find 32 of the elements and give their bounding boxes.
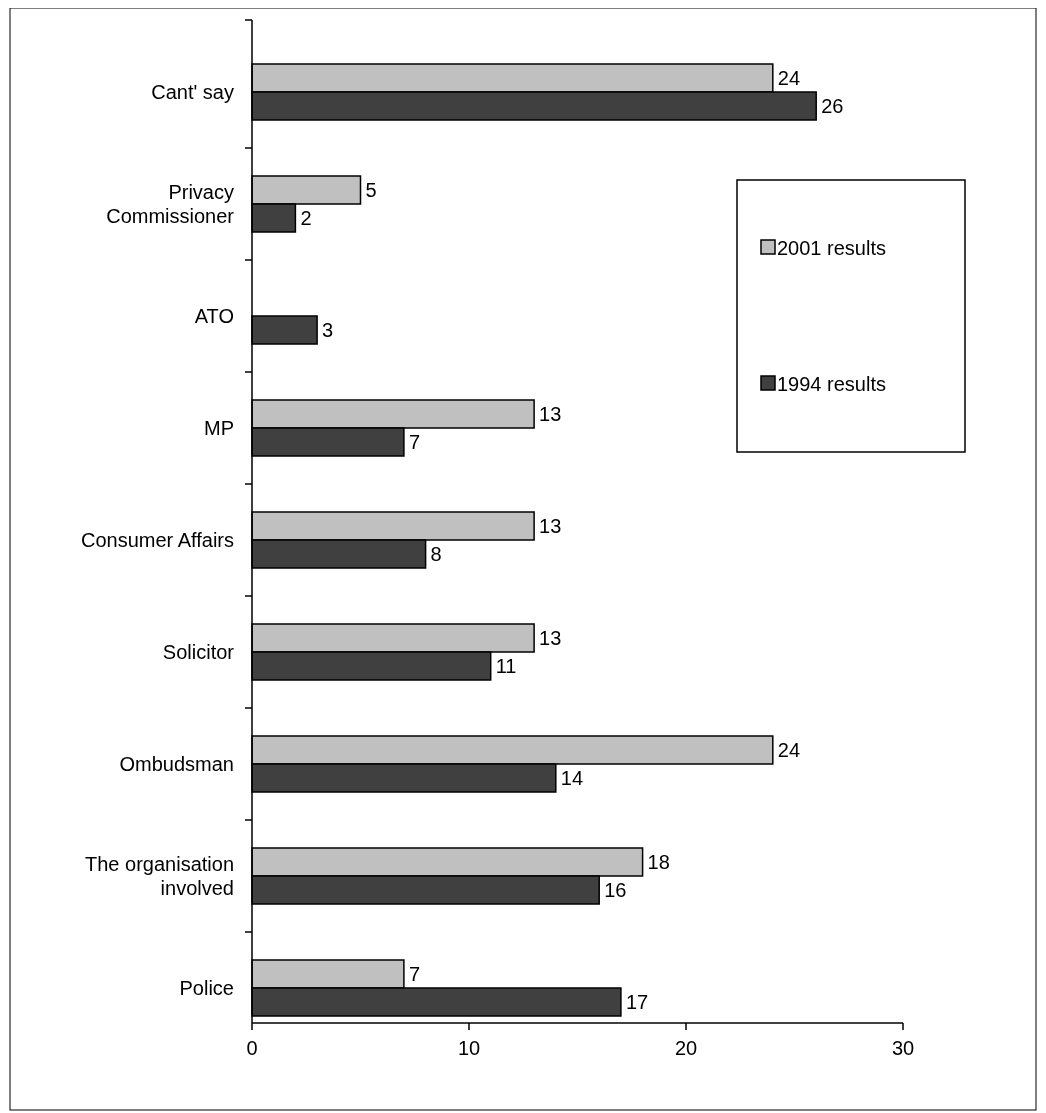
data-label: 14 (560, 767, 584, 789)
data-label: 2 (300, 207, 312, 229)
data-label: 5 (365, 179, 377, 201)
data-label: 8 (430, 543, 442, 565)
x-tick-label: 30 (891, 1037, 915, 1059)
data-label: 16 (604, 879, 627, 901)
y-tick-label: Police (179, 977, 234, 999)
data-label: 26 (821, 95, 844, 117)
data-label: 7 (408, 963, 421, 985)
x-tick-label: 10 (457, 1037, 481, 1059)
y-tick-label: Ombudsman (119, 753, 234, 775)
data-label: 13 (539, 515, 562, 537)
y-tick-label: MP (204, 417, 234, 439)
data-label: 13 (539, 627, 562, 649)
x-tick-label: 20 (674, 1037, 698, 1059)
data-label: 17 (625, 991, 649, 1013)
y-tick-label: Cant' say (151, 81, 234, 103)
data-label: 24 (777, 739, 801, 761)
legend-label: 1994 results (777, 373, 886, 395)
x-tick-label: 0 (246, 1037, 258, 1059)
data-label: 7 (408, 431, 421, 453)
data-label: 24 (777, 67, 801, 89)
y-tick-label: The organisation involved (85, 853, 234, 899)
data-label: 3 (322, 319, 334, 341)
y-tick-label: Privacy Commissioner (106, 181, 235, 227)
y-tick-label: Consumer Affairs (80, 529, 234, 551)
data-label: 11 (495, 655, 517, 677)
y-tick-label: ATO (194, 305, 234, 327)
data-label: 13 (539, 403, 562, 425)
legend-label: 2001 results (777, 237, 886, 259)
y-tick-label: Solicitor (162, 641, 235, 663)
data-label: 18 (647, 851, 670, 873)
